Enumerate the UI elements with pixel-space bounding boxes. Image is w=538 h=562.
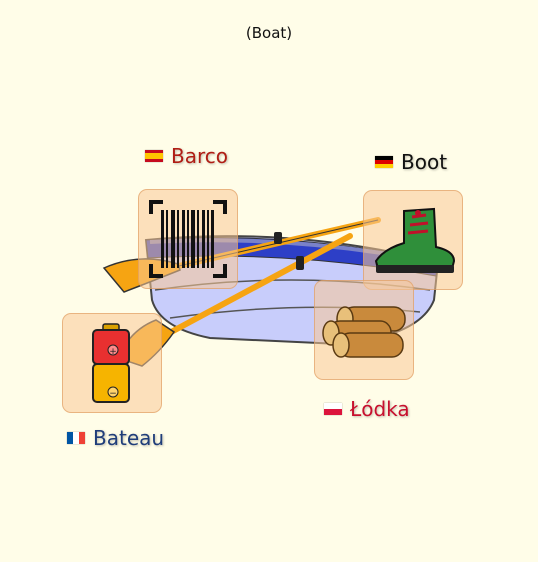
- word-label-polish: Łódka: [350, 397, 410, 421]
- france-flag-icon: [67, 432, 85, 444]
- barcode-icon: [149, 200, 227, 278]
- page-caption: (Boat): [245, 24, 293, 42]
- germany-flag-icon: [375, 156, 393, 168]
- word-label-spanish: Barco: [171, 144, 228, 168]
- word-polish: Łódka: [324, 397, 410, 421]
- word-label-french: Bateau: [93, 426, 165, 450]
- word-german: Boot: [375, 150, 447, 174]
- svg-text:−: −: [109, 389, 117, 399]
- battery-icon: + −: [92, 323, 130, 403]
- card-barcode[interactable]: [138, 189, 238, 289]
- logs-icon: [322, 306, 406, 358]
- word-label-german: Boot: [401, 150, 448, 174]
- word-french: Bateau: [67, 426, 164, 450]
- card-battery[interactable]: + −: [62, 313, 162, 413]
- poland-flag-icon: [324, 403, 342, 415]
- boot-icon: [374, 207, 456, 273]
- card-logs[interactable]: [314, 280, 414, 380]
- word-spanish: Barco: [145, 144, 228, 168]
- spain-flag-icon: [145, 150, 163, 162]
- card-boot[interactable]: [363, 190, 463, 290]
- svg-text:+: +: [109, 347, 117, 357]
